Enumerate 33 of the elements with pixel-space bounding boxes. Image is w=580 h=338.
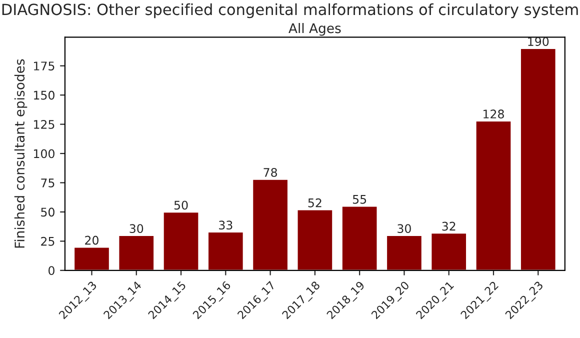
bar xyxy=(296,208,334,270)
data-label: 30 xyxy=(130,224,144,234)
data-label: 33 xyxy=(219,220,232,230)
bar xyxy=(341,205,378,270)
bar xyxy=(386,234,423,270)
bar xyxy=(73,246,110,270)
data-label: 128 xyxy=(484,110,504,118)
chart-subtitle: All Ages xyxy=(288,22,341,36)
y-tick-label: 50 xyxy=(41,208,54,217)
bar xyxy=(520,48,557,270)
chart-title: DIAGNOSIS: Other specified congenital malformations of circulatory system xyxy=(2,3,578,18)
y-tick-label: 75 xyxy=(41,178,54,188)
bar xyxy=(474,120,512,270)
y-tick-label: 100 xyxy=(34,149,54,158)
y-tick-label: 0 xyxy=(48,266,54,276)
data-label: 55 xyxy=(352,195,366,204)
bar xyxy=(207,231,244,270)
bar xyxy=(430,232,468,270)
data-label: 52 xyxy=(308,198,322,208)
y-tick-label: 125 xyxy=(34,120,54,129)
y-tick-label: 175 xyxy=(34,62,54,70)
y-tick-label: 150 xyxy=(34,90,54,100)
data-label: 30 xyxy=(398,224,411,234)
data-label: 190 xyxy=(528,37,549,46)
data-label: 20 xyxy=(85,236,98,245)
y-tick-label: 25 xyxy=(41,236,54,246)
data-label: 78 xyxy=(264,168,278,177)
bar xyxy=(162,211,200,270)
data-label: 32 xyxy=(442,222,456,231)
bar xyxy=(252,178,289,270)
data-label: 50 xyxy=(174,200,188,210)
y-axis-title: Finished consultant episodes xyxy=(14,59,28,248)
bar xyxy=(118,234,155,270)
